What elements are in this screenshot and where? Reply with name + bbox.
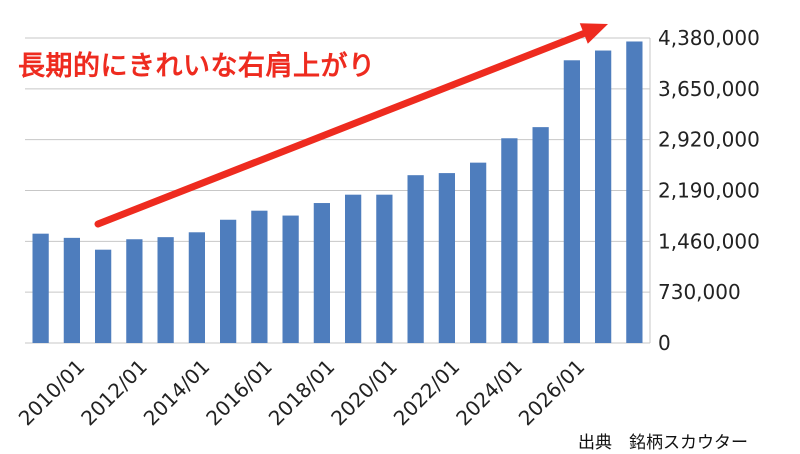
x-tick-label: 2024/01 [451,355,527,431]
y-tick-label: 2,190,000 [658,179,760,203]
bar [95,249,112,343]
y-tick-label: 730,000 [658,280,741,304]
x-tick-label: 2026/01 [514,355,590,431]
bar [595,50,612,344]
x-tick-label: 2014/01 [139,355,215,431]
bar [470,162,487,343]
trend-annotation: 長期的にきれいな右肩上がり [18,51,376,82]
bar [63,237,80,343]
x-tick-label: 2022/01 [389,355,465,431]
x-axis-tick-labels: 2010/012012/012014/012016/012018/012020/… [14,355,590,431]
y-tick-label: 2,920,000 [658,128,760,152]
bar [501,138,518,343]
bar [376,194,393,343]
bar [282,215,299,343]
bar [220,219,237,343]
bar [157,237,174,343]
trend-arrow [94,23,608,228]
bar [313,203,330,343]
bar-series [32,41,643,344]
x-tick-label: 2010/01 [14,355,90,431]
bar [563,60,580,343]
y-tick-label: 0 [658,331,671,355]
bar [407,175,424,343]
y-tick-label: 1,460,000 [658,229,760,253]
bar [188,232,205,343]
x-tick-label: 2012/01 [76,355,152,431]
y-tick-label: 3,650,000 [658,77,760,101]
arrow-shaft [94,29,588,228]
y-axis-tick-labels: 0 730,000 1,460,000 2,190,000 2,920,000 3,650… [658,26,760,355]
x-tick-label: 2020/01 [326,355,402,431]
bar [345,194,362,343]
bar [126,239,143,343]
x-tick-label: 2016/01 [201,355,277,431]
y-tick-label: 4,380,000 [658,26,760,50]
arrow-head [579,23,608,44]
bar [251,210,268,343]
bar [438,173,455,343]
bar [532,127,549,344]
bar [32,233,49,343]
x-tick-label: 2018/01 [264,355,340,431]
gridlines [25,37,651,344]
source-caption: 出典 銘柄スカウター [578,433,748,453]
bar [626,41,643,343]
